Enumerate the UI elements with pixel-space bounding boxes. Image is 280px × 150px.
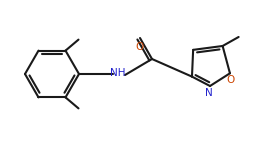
Text: N: N [205,88,213,98]
Text: NH: NH [110,68,126,78]
Text: O: O [227,75,235,85]
Text: O: O [135,42,143,52]
